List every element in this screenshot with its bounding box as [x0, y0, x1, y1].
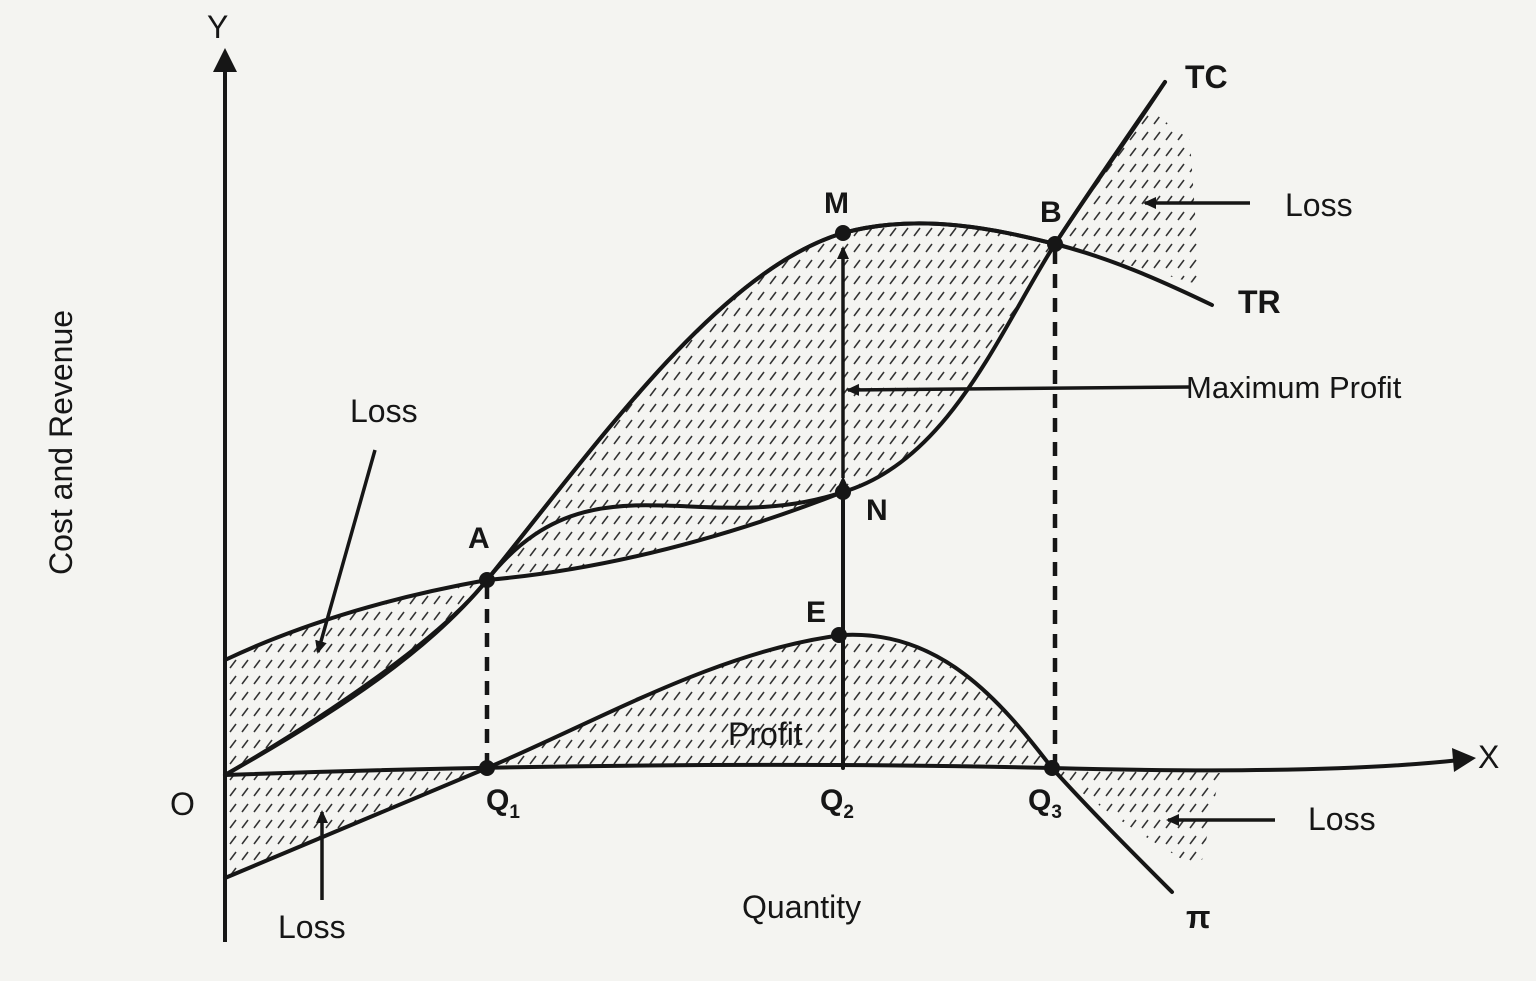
tc-curve-main	[223, 80, 1167, 777]
y-axis-letter: Y	[207, 9, 228, 45]
x-axis-letter: X	[1478, 739, 1499, 775]
arrow-loss-top-left	[315, 449, 377, 654]
point-n	[835, 484, 851, 500]
max-profit-label: Maximum Profit	[1186, 370, 1402, 405]
profit-curve-label: π	[1186, 899, 1211, 935]
profit-area-label: Profit	[728, 716, 803, 752]
loss-label-bottom-left: Loss	[278, 909, 346, 945]
point-e-label: E	[806, 596, 826, 629]
profit-region-tr-above-tc	[487, 223, 1055, 580]
y-axis-label: Cost and Revenue	[43, 310, 79, 575]
loss-region-tc-above-tr-right	[1055, 110, 1200, 285]
q2-label: Q2	[820, 784, 854, 823]
profit-curve	[223, 632, 1174, 894]
loss-label-bottom-right: Loss	[1308, 801, 1376, 837]
y-axis	[213, 48, 237, 942]
tc-curve-label: TC	[1185, 59, 1228, 95]
arrow-max-profit	[846, 383, 1191, 396]
point-b	[1047, 236, 1063, 252]
point-a-label: A	[468, 522, 490, 555]
loss-region-tc-above-tr-left	[225, 580, 487, 775]
point-q1	[479, 760, 495, 776]
origin-label: O	[170, 786, 195, 822]
tr-curve	[223, 221, 1214, 662]
point-a	[479, 572, 495, 588]
loss-region-below-x-axis-right	[1052, 768, 1220, 870]
loss-label-top-left: Loss	[350, 393, 418, 429]
tr-curve-label: TR	[1238, 284, 1281, 320]
point-q3	[1044, 760, 1060, 776]
q1-label: Q1	[486, 784, 520, 823]
x-axis-label: Quantity	[742, 889, 861, 925]
profit-region-above-x-axis	[487, 634, 1052, 768]
point-e	[831, 627, 847, 643]
point-b-label: B	[1040, 196, 1062, 229]
loss-label-top-right: Loss	[1285, 187, 1353, 223]
point-m-label: M	[824, 187, 849, 220]
point-n-label: N	[866, 494, 888, 527]
point-m	[835, 225, 851, 241]
q3-label: Q3	[1028, 784, 1062, 823]
x-axis	[224, 748, 1476, 777]
